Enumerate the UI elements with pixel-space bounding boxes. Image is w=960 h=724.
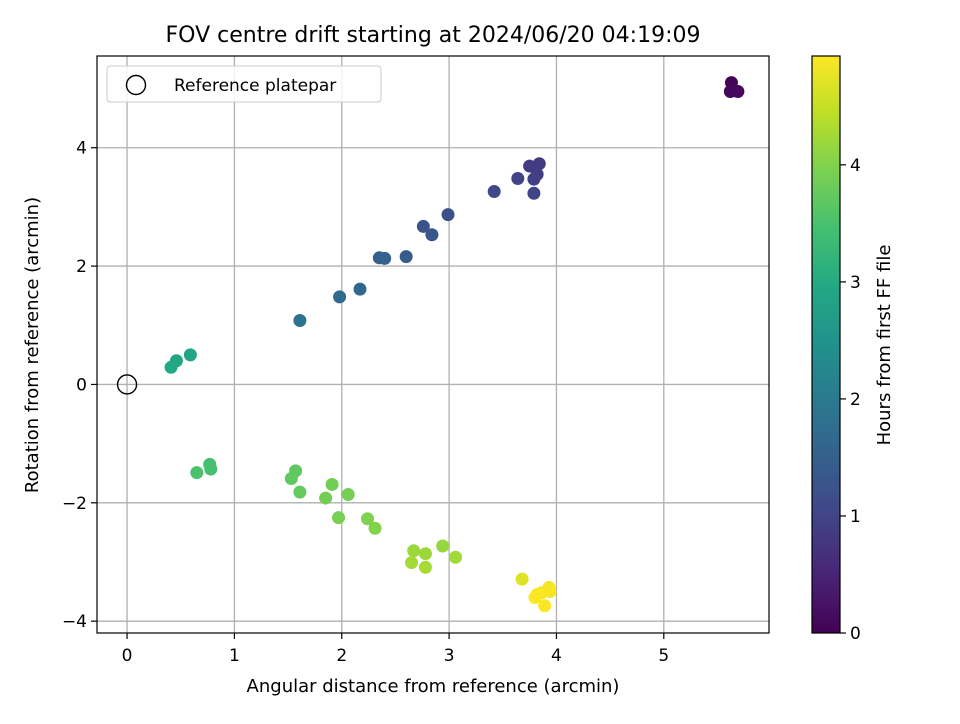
chart-title: FOV centre drift starting at 2024/06/20 … — [166, 23, 701, 48]
data-point — [418, 547, 432, 561]
legend-label: Reference platepar — [174, 76, 336, 96]
data-point — [487, 185, 501, 199]
data-point — [341, 488, 355, 502]
legend: Reference platepar — [106, 65, 382, 103]
x-tick-label: 1 — [229, 646, 240, 666]
data-point — [523, 159, 537, 173]
data-point — [204, 462, 218, 476]
plot-frame — [96, 55, 770, 634]
data-point — [407, 544, 421, 558]
data-point — [325, 477, 339, 491]
data-point — [293, 314, 307, 328]
x-tick-label: 0 — [122, 646, 133, 666]
data-point — [293, 485, 307, 499]
data-point — [332, 511, 346, 525]
colorbar-tick-label: 1 — [850, 507, 861, 527]
legend-marker — [125, 74, 147, 96]
y-tick-label: 2 — [76, 257, 87, 277]
y-tick-label: 4 — [76, 139, 87, 159]
x-tick-label: 4 — [551, 646, 562, 666]
colorbar-tick-label: 4 — [850, 156, 861, 176]
data-point — [405, 556, 419, 570]
x-tick-label: 5 — [658, 646, 669, 666]
colorbar-tick-label: 2 — [850, 390, 861, 410]
data-point — [378, 251, 392, 265]
data-point — [319, 491, 333, 505]
data-point — [511, 172, 525, 186]
colorbar-label: Hours from first FF file — [874, 245, 895, 446]
data-point — [190, 466, 204, 480]
data-point — [538, 599, 552, 613]
data-point — [399, 250, 413, 264]
data-point — [416, 219, 430, 233]
data-point — [731, 85, 745, 99]
data-point — [527, 172, 541, 186]
data-point — [353, 282, 367, 296]
data-point — [284, 472, 298, 486]
data-point — [183, 348, 197, 362]
data-point — [425, 228, 439, 242]
y-tick-label: −4 — [62, 612, 87, 632]
legend-box — [106, 65, 382, 103]
colorbar-tick-label: 3 — [850, 273, 861, 293]
x-tick-label: 3 — [444, 646, 455, 666]
data-point — [543, 585, 557, 599]
data-point — [441, 208, 455, 222]
data-point — [528, 590, 542, 604]
data-point — [418, 560, 432, 574]
data-point — [333, 290, 347, 304]
data-point — [164, 360, 178, 374]
data-point — [361, 512, 375, 526]
x-axis-label: Angular distance from reference (arcmin) — [247, 676, 620, 697]
y-axis-label: Rotation from reference (arcmin) — [22, 197, 43, 493]
colorbar-tick-label: 0 — [850, 624, 861, 644]
y-tick-label: 0 — [76, 375, 87, 395]
data-point — [368, 521, 382, 535]
colorbar — [811, 55, 841, 634]
data-point — [436, 539, 450, 553]
data-point — [515, 572, 529, 586]
reference-point — [116, 374, 138, 395]
y-tick-label: −2 — [62, 494, 87, 514]
x-tick-label: 2 — [336, 646, 347, 666]
data-point — [527, 186, 541, 200]
data-point — [449, 550, 463, 564]
